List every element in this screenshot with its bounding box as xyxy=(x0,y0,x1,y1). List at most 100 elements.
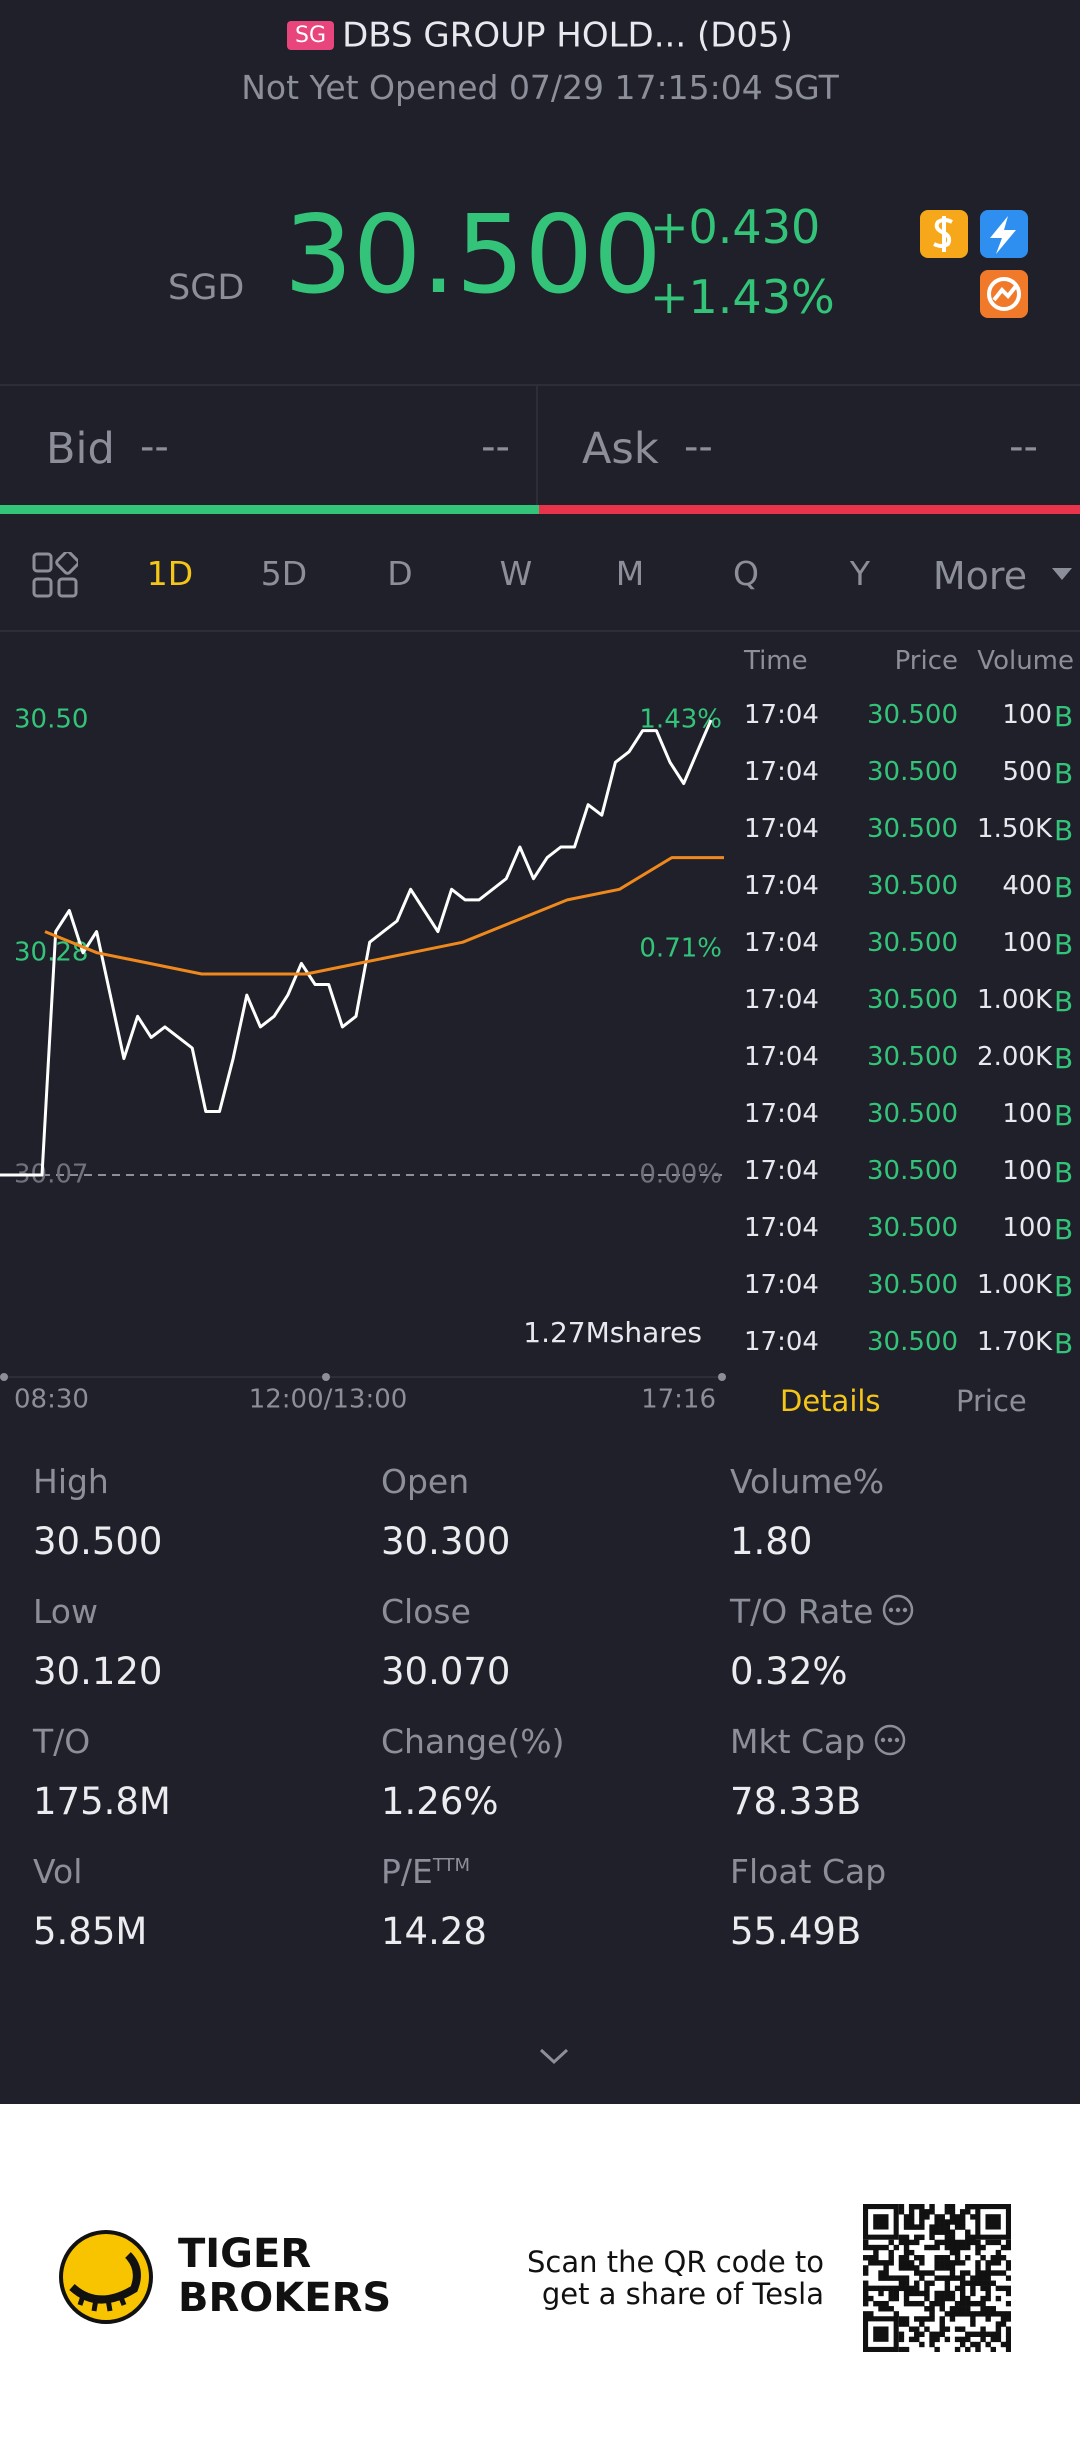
trade-time: 17:04 xyxy=(744,1042,819,1072)
period-tab[interactable]: W xyxy=(499,554,533,593)
info-dot xyxy=(889,1607,894,1613)
stat-label: Open xyxy=(381,1462,469,1501)
qr-cell xyxy=(893,2290,900,2297)
qr-cell xyxy=(929,2209,935,2215)
qr-cell xyxy=(893,2295,900,2302)
period-tab[interactable]: 1D xyxy=(146,554,194,593)
trade-side: B xyxy=(1054,1327,1074,1360)
trade-price: 30.500 xyxy=(867,1213,958,1243)
qr-cell xyxy=(985,2316,991,2322)
layout-icon[interactable] xyxy=(32,552,78,598)
qr-cell xyxy=(959,2290,966,2297)
expand-chevron[interactable] xyxy=(538,2046,570,2066)
qr-cell xyxy=(954,2214,961,2220)
qr-cell xyxy=(995,2336,1002,2343)
qr-cell xyxy=(954,2244,961,2251)
qr-cell xyxy=(883,2244,889,2251)
trade-price: 30.500 xyxy=(867,1270,958,1300)
qr-cell xyxy=(959,2270,966,2276)
qr-cell xyxy=(939,2255,945,2261)
ask-bar xyxy=(539,505,1080,514)
trade-time: 17:04 xyxy=(744,757,819,787)
qr-cell xyxy=(985,2239,991,2246)
qr-cell xyxy=(970,2311,976,2317)
trade-price: 30.500 xyxy=(867,1156,958,1186)
trade-volume: 100 xyxy=(1002,928,1052,958)
qr-cell xyxy=(873,2260,879,2266)
qr-cell xyxy=(939,2295,945,2302)
period-tab[interactable]: M xyxy=(615,554,645,593)
qr-finder xyxy=(873,2214,889,2230)
qr-cell xyxy=(1000,2244,1007,2251)
qr-cell xyxy=(914,2224,920,2230)
trade-volume: 100 xyxy=(1002,1099,1052,1129)
trade-tab[interactable]: Details xyxy=(780,1384,881,1418)
trade-side: B xyxy=(1054,1156,1074,1189)
trade-column-header: Time xyxy=(744,646,808,676)
qr-cell xyxy=(990,2311,996,2317)
stat-label: P/ETTM xyxy=(381,1852,470,1891)
period-tab[interactable]: More xyxy=(932,554,1028,598)
qr-cell xyxy=(959,2239,966,2246)
qr-cell xyxy=(965,2244,971,2251)
trade-price: 30.500 xyxy=(867,1099,958,1129)
qr-cell xyxy=(954,2346,961,2352)
stat-label: Volume% xyxy=(730,1462,884,1501)
info-ring xyxy=(883,1594,914,1626)
qr-cell xyxy=(893,2285,900,2292)
qr-cell xyxy=(995,2285,1002,2292)
qr-cell xyxy=(919,2234,925,2241)
qr-cell xyxy=(959,2275,966,2281)
info-icon[interactable] xyxy=(881,1593,915,1627)
qr-cell xyxy=(934,2346,940,2352)
qr-cell xyxy=(944,2285,951,2292)
qr-cell xyxy=(944,2290,951,2297)
qr-cell xyxy=(954,2326,961,2332)
trade-tab[interactable]: Price xyxy=(956,1384,1027,1418)
qr-cell xyxy=(995,2239,1002,2246)
qr-cell xyxy=(888,2275,894,2281)
qr-cell xyxy=(903,2265,910,2271)
qr-cell xyxy=(965,2336,971,2343)
qr-cell xyxy=(914,2290,920,2297)
period-tab[interactable]: D xyxy=(387,554,413,593)
x-tick-label: 12:00/13:00 xyxy=(249,1385,408,1415)
cta-line: Scan the QR code to xyxy=(527,2245,824,2279)
y-tick-label: 30.50 xyxy=(14,705,88,735)
qr-cell xyxy=(893,2244,900,2251)
qr-cell xyxy=(949,2234,956,2241)
qr-cell xyxy=(985,2265,991,2271)
trade-column-header: Volume xyxy=(977,646,1074,676)
qr-cell xyxy=(965,2239,971,2246)
qr-cell xyxy=(908,2224,915,2230)
qr-cell xyxy=(888,2285,894,2292)
qr-cell xyxy=(939,2239,945,2246)
qr-cell xyxy=(898,2255,905,2261)
stat-label: T/O xyxy=(33,1722,90,1761)
qr-cell xyxy=(990,2306,996,2312)
qr-cell xyxy=(929,2224,935,2230)
qr-cell xyxy=(893,2311,900,2317)
qr-cell xyxy=(985,2331,991,2337)
info-dot xyxy=(881,1737,886,1743)
qr-cell xyxy=(949,2229,956,2235)
qr-cell xyxy=(919,2219,925,2225)
qr-cell xyxy=(863,2265,869,2271)
qr-cell xyxy=(980,2280,986,2286)
period-tab[interactable]: Q xyxy=(733,554,759,593)
qr-cell xyxy=(985,2260,991,2266)
trade-time: 17:04 xyxy=(744,1213,819,1243)
info-icon[interactable] xyxy=(873,1723,907,1757)
qr-cell xyxy=(873,2285,879,2292)
qr-cell xyxy=(888,2290,894,2297)
qr-cell xyxy=(970,2204,976,2210)
qr-cell xyxy=(878,2260,884,2266)
qr-cell xyxy=(919,2331,925,2337)
qr-cell xyxy=(980,2275,986,2281)
qr-cell xyxy=(878,2290,884,2297)
period-tab[interactable]: Y xyxy=(849,554,871,593)
qr-cell xyxy=(939,2321,945,2327)
qr-cell xyxy=(959,2336,966,2343)
period-tab[interactable]: 5D xyxy=(260,554,308,593)
qr-cell xyxy=(965,2300,971,2307)
